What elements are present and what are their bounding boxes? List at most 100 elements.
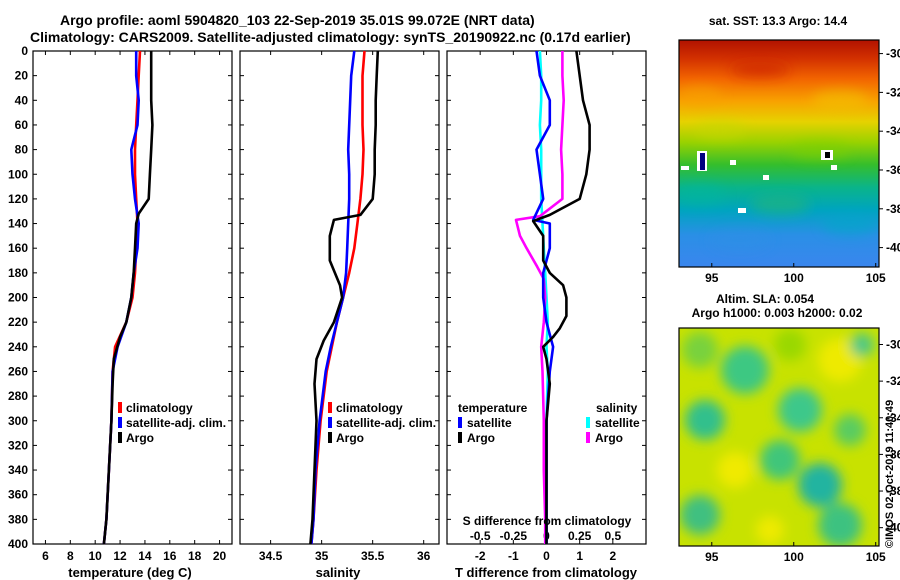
sst-field (679, 40, 879, 267)
profile-line-salinity-argo (514, 51, 566, 544)
depth-tick-label: 220 (8, 315, 28, 329)
salinity-x-axis: 34.5 35 35.5 36 (259, 51, 431, 563)
profile-line-climatology (310, 50, 366, 545)
x-tick-label: -0.25 (500, 529, 528, 543)
sla-map: Altim. SLA: 0.054 Argo h1000: 0.003 h200… (678, 292, 900, 564)
cloud-gap (825, 152, 830, 158)
cloud-gap (730, 160, 736, 165)
salinity-panel: 34.5 35 35.5 36 salinity climatology satell… (239, 50, 440, 580)
depth-tick-label: 140 (8, 217, 28, 231)
x-tick-label: 18 (188, 549, 202, 563)
cloud-gap (681, 166, 689, 170)
lat-tick-label: -36 (886, 447, 900, 461)
lat-tick-label: -30 (886, 337, 900, 351)
imos-credit: ©IMOS 02-Oct-2019 11:40:49 (884, 400, 896, 548)
depth-tick-label: 260 (8, 364, 28, 378)
legend-swatch-climatology (328, 402, 332, 413)
depth-tick-label: 360 (8, 488, 28, 502)
profile-line-satellite-adj-clim- (310, 50, 356, 545)
legend-swatch-t-argo (458, 432, 462, 443)
legend-title-salinity: salinity (596, 401, 638, 415)
legend-label-argo: Argo (336, 431, 364, 445)
sst-lon-axis: 95 100 105 (705, 263, 886, 285)
x-tick-label: -1 (508, 549, 519, 563)
depth-tick-label: 40 (15, 93, 29, 107)
cloud-gap (763, 175, 769, 180)
depth-tick-label: 60 (15, 118, 29, 132)
depth-tick-label: 200 (8, 291, 28, 305)
s-difference-label: S difference from climatology (463, 514, 632, 528)
profile-line-argo (102, 51, 154, 545)
x-tick-label: 0.5 (604, 529, 621, 543)
legend-label-satellite-adj: satellite-adj. clim. (126, 416, 226, 430)
x-tick-label: 6 (42, 549, 49, 563)
profile-line-argo (309, 50, 380, 545)
sst-map-title: sat. SST: 13.3 Argo: 14.4 (709, 14, 848, 28)
salinity-legend: climatology satellite-adj. clim. Argo (328, 401, 436, 445)
depth-tick-label: 340 (8, 463, 28, 477)
x-tick-label: 20 (213, 549, 227, 563)
temperature-panel: 0204060801001201401601802002202402602803… (8, 44, 646, 580)
legend-swatch-climatology (118, 402, 122, 413)
sst-texture (679, 62, 878, 250)
lon-tick-label: 105 (866, 550, 886, 564)
sla-map-title-line2: Argo h1000: 0.003 h2000: 0.02 (692, 306, 863, 320)
lon-tick-label: 95 (705, 271, 719, 285)
lat-tick-label: -32 (886, 374, 900, 388)
x-tick-label: 8 (67, 549, 74, 563)
x-tick-label: 0.25 (568, 529, 592, 543)
lat-tick-label: -38 (886, 202, 900, 216)
x-tick-label: 10 (89, 549, 103, 563)
sla-field (679, 328, 879, 546)
salinity-profiles (309, 50, 380, 545)
cloud-gap (738, 208, 746, 213)
lon-tick-label: 100 (784, 271, 804, 285)
x-tick-label: 12 (113, 549, 127, 563)
depth-tick-label: 320 (8, 438, 28, 452)
depth-tick-label: 300 (8, 414, 28, 428)
depth-axis: 0 20 40 60 80 100 120 140 160 180 200 220 240 260 280 3… (8, 44, 646, 551)
x-tick-label: 1 (576, 549, 583, 563)
legend-title-temperature: temperature (458, 401, 528, 415)
figure-title-line1: Argo profile: aoml 5904820_103 22-Sep-20… (60, 12, 535, 28)
sla-texture (680, 329, 874, 546)
sla-map-frame (678, 327, 880, 547)
legend-label-s-argo: Argo (595, 431, 623, 445)
depth-tick-label: 20 (15, 69, 29, 83)
temperature-profiles (102, 50, 154, 545)
x-tick-label: 0 (543, 549, 550, 563)
legend-label-climatology: climatology (126, 401, 193, 415)
legend-label-t-satellite: satellite (467, 416, 512, 430)
x-tick-label: 16 (163, 549, 177, 563)
legend-label-satellite-adj: satellite-adj. clim. (336, 416, 436, 430)
salinity-axes-frame (239, 50, 440, 545)
legend-label-s-satellite: satellite (595, 416, 640, 430)
legend-label-argo: Argo (126, 431, 154, 445)
lon-tick-label: 100 (784, 550, 804, 564)
t-difference-x-axis: -2 -1 0 1 2 (475, 51, 616, 563)
legend-swatch-s-satellite (586, 417, 590, 428)
temperature-xlabel: temperature (deg C) (68, 565, 192, 580)
x-tick-label: 35.5 (361, 549, 385, 563)
lon-tick-label: 95 (705, 550, 719, 564)
depth-tick-label: 80 (15, 143, 29, 157)
x-tick-label: 35 (315, 549, 329, 563)
lat-tick-label: -40 (886, 241, 900, 255)
temperature-x-axis: 6 8 10 12 14 16 18 20 (42, 51, 227, 563)
t-difference-xlabel: T difference from climatology (455, 565, 638, 580)
x-tick-label: 14 (138, 549, 152, 563)
difference-profiles (514, 50, 591, 544)
x-tick-label: -0.5 (470, 529, 491, 543)
legend-label-t-argo: Argo (467, 431, 495, 445)
depth-tick-label: 180 (8, 266, 28, 280)
depth-tick-label: 380 (8, 512, 28, 526)
legend-swatch-argo (328, 432, 332, 443)
sst-lat-axis: -30 -32 -34 -36 -38 -40 (879, 47, 900, 255)
depth-tick-label: 100 (8, 167, 28, 181)
depth-tick-label: 0 (21, 44, 28, 58)
lat-tick-label: -38 (886, 484, 900, 498)
lat-tick-label: -32 (886, 85, 900, 99)
x-tick-label: 34.5 (259, 549, 283, 563)
sla-lon-axis: 95 100 105 (705, 542, 886, 564)
